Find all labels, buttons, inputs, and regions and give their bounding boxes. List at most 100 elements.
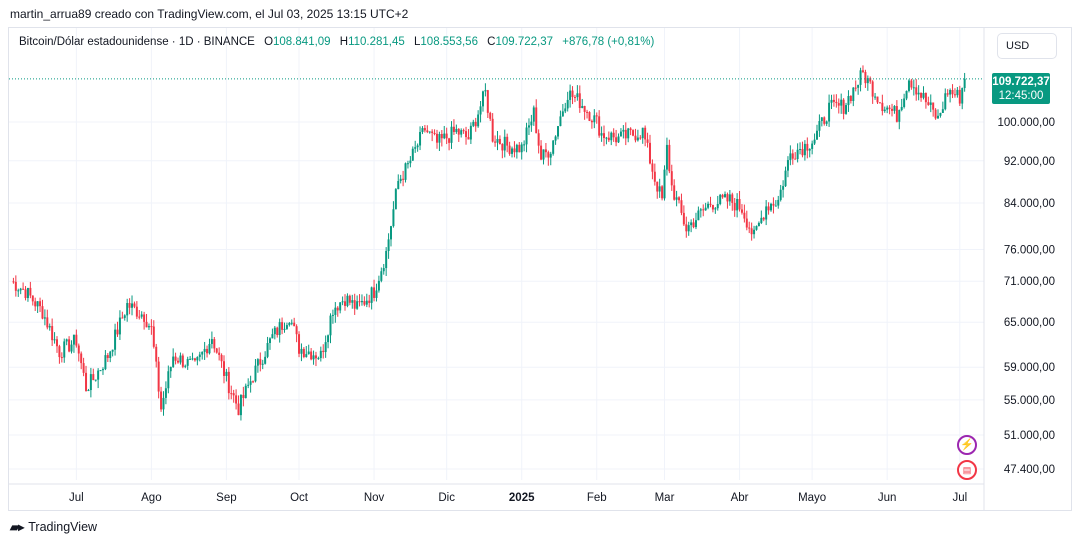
candle-body-up xyxy=(484,90,487,92)
candle-body-down xyxy=(227,371,230,394)
currency-button[interactable]: USD xyxy=(997,33,1057,59)
candle-body-up xyxy=(208,343,211,354)
price-tick-label: 51.000,00 xyxy=(1004,430,1055,442)
candle-body-up xyxy=(782,186,785,190)
candle-body-down xyxy=(368,300,371,303)
candle-body-down xyxy=(68,339,71,352)
candle-body-up xyxy=(811,143,814,149)
candle-body-up xyxy=(131,303,134,308)
candle-body-down xyxy=(861,70,864,72)
candle-body-up xyxy=(559,116,562,127)
candle-body-up xyxy=(675,197,678,200)
candle-body-up xyxy=(576,93,579,98)
candle-body-up xyxy=(36,301,39,307)
candle-body-up xyxy=(755,226,758,230)
candle-body-up xyxy=(101,369,104,371)
candle-body-down xyxy=(854,87,857,89)
candlestick-chart[interactable]: 100.000,00 92.000,00 84.000,00 76.000,00 71.… xyxy=(9,28,1072,511)
symbol-name[interactable]: Bitcoin/Dólar estadounidense · 1D · BINA… xyxy=(19,36,255,48)
candle-body-up xyxy=(557,126,560,137)
candle-body-down xyxy=(711,204,714,210)
candle-body-down xyxy=(75,334,78,346)
candle-body-up xyxy=(450,126,453,143)
candle-body-up xyxy=(893,106,896,111)
price-tick-label: 65.000,00 xyxy=(1004,317,1055,329)
chart-area[interactable]: 100.000,00 92.000,00 84.000,00 76.000,00 71.… xyxy=(8,27,1072,511)
candle-body-down xyxy=(590,120,593,123)
candle-body-down xyxy=(540,145,543,160)
lightning-icon[interactable]: ⚡ xyxy=(957,435,977,455)
candle-body-down xyxy=(160,391,163,410)
candle-body-down xyxy=(128,303,131,308)
candle-body-up xyxy=(922,93,925,98)
candle-body-up xyxy=(963,78,966,89)
candle-body-up xyxy=(530,121,533,126)
candle-body-down xyxy=(80,353,83,364)
candle-body-up xyxy=(392,209,395,227)
candle-body-up xyxy=(382,268,385,272)
candle-body-down xyxy=(629,128,632,131)
candle-body-down xyxy=(152,326,155,347)
candle-body-down xyxy=(702,209,705,211)
candle-body-up xyxy=(312,355,315,360)
candle-body-up xyxy=(808,148,811,151)
candle-body-up xyxy=(825,121,828,124)
candle-body-up xyxy=(724,194,727,198)
candle-body-up xyxy=(714,208,717,210)
candle-body-down xyxy=(336,307,339,311)
candle-body-down xyxy=(513,148,516,153)
candle-body-down xyxy=(544,149,547,153)
candle-body-up xyxy=(554,136,557,141)
candle-body-down xyxy=(213,339,216,349)
candle-body-down xyxy=(748,227,751,229)
candle-body-down xyxy=(501,144,504,151)
candle-body-down xyxy=(653,171,656,182)
candle-body-down xyxy=(462,130,465,132)
candle-body-down xyxy=(293,322,296,327)
candle-body-up xyxy=(830,99,833,103)
candle-body-down xyxy=(721,194,724,198)
candle-body-down xyxy=(835,101,838,104)
candle-body-down xyxy=(823,117,826,124)
candle-body-up xyxy=(273,327,276,335)
symbol-legend: Bitcoin/Dólar estadounidense · 1D · BINA… xyxy=(19,36,654,48)
candle-body-up xyxy=(375,290,378,298)
last-price-badge: 109.722,37 12:45:00 xyxy=(992,73,1050,104)
time-tick-label: Dic xyxy=(438,492,455,504)
candle-body-up xyxy=(828,102,831,122)
tradingview-logo[interactable]: ▰▸ TradingView xyxy=(10,520,97,534)
candle-body-up xyxy=(140,314,143,317)
candle-body-up xyxy=(937,115,940,119)
candle-body-down xyxy=(680,200,683,213)
candle-body-up xyxy=(605,137,608,139)
candle-body-down xyxy=(29,287,32,296)
candle-body-down xyxy=(150,326,153,328)
candle-body-up xyxy=(903,98,906,107)
time-tick-label: Jul xyxy=(952,492,967,504)
candle-body-down xyxy=(157,361,160,392)
candle-body-up xyxy=(17,290,20,292)
candle-body-up xyxy=(390,226,393,240)
us-flag-icon[interactable]: ▤ xyxy=(957,460,977,480)
candle-body-down xyxy=(791,153,794,159)
candle-body-down xyxy=(583,106,586,112)
candle-body-up xyxy=(109,351,112,358)
candle-body-down xyxy=(445,133,448,139)
candle-body-up xyxy=(179,355,182,363)
candle-body-down xyxy=(646,139,649,143)
candle-body-down xyxy=(692,222,695,228)
candle-body-up xyxy=(610,132,613,141)
price-tick-label: 100.000,00 xyxy=(997,117,1055,129)
candle-body-up xyxy=(65,339,68,342)
candle-body-down xyxy=(181,355,184,367)
candle-body-up xyxy=(852,87,855,101)
candle-body-up xyxy=(569,90,572,100)
candle-body-up xyxy=(247,384,250,386)
high-value: 110.281,45 xyxy=(348,36,405,48)
candle-body-up xyxy=(736,199,739,211)
open-value: 108.841,09 xyxy=(273,36,331,48)
candle-body-up xyxy=(438,133,441,143)
candle-body-down xyxy=(259,359,262,365)
candle-body-up xyxy=(515,144,518,153)
candle-body-down xyxy=(34,301,37,307)
